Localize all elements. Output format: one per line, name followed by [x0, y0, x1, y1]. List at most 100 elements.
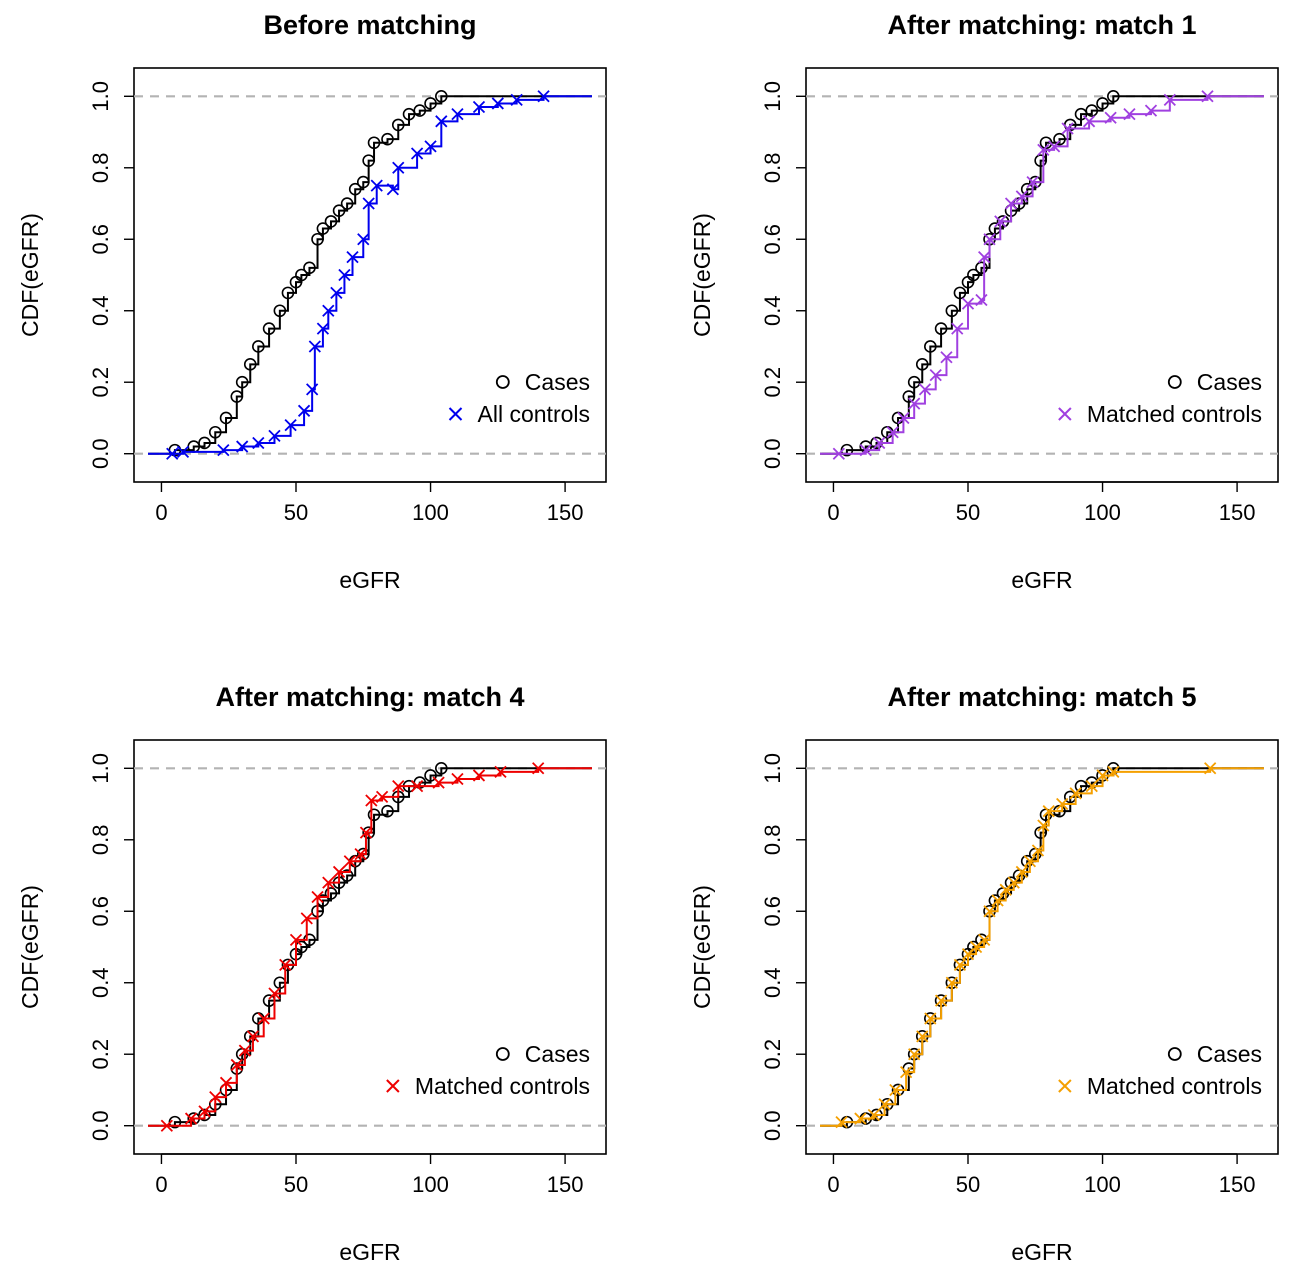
- data-point: [978, 933, 991, 946]
- data-point: [230, 1058, 243, 1072]
- data-point: [854, 1112, 867, 1125]
- data-point: [1096, 97, 1109, 110]
- data-point: [1023, 855, 1037, 868]
- data-point: [1037, 143, 1050, 157]
- y-tick-label: 0.2: [88, 1039, 113, 1070]
- y-tick-label: 0.6: [88, 224, 113, 255]
- legend-label: All controls: [478, 401, 590, 427]
- data-point: [1015, 190, 1028, 203]
- data-point: [362, 154, 375, 167]
- y-tick-label: 0.2: [760, 367, 785, 398]
- series-step-line: [148, 95, 592, 455]
- panel-3: After matching: match 4 0 50 100 150 0.0 0.2 0.…: [17, 682, 607, 1264]
- data-point: [295, 268, 308, 282]
- data-point: [1042, 805, 1055, 818]
- data-point: [886, 426, 899, 439]
- data-point: [184, 1112, 198, 1125]
- data-point: [867, 1108, 880, 1122]
- data-point: [209, 1090, 222, 1104]
- data-point: [243, 358, 257, 371]
- y-tick-label: 0.2: [88, 367, 113, 398]
- panel-title: Before matching: [263, 10, 476, 40]
- data-point: [1085, 104, 1099, 117]
- legend-marker: [386, 1079, 400, 1093]
- data-point: [873, 436, 886, 450]
- data-point: [435, 89, 448, 103]
- data-point: [945, 976, 958, 989]
- x-tick-label: 50: [956, 1172, 980, 1197]
- legend-label: Matched controls: [1087, 401, 1262, 427]
- data-point: [1031, 844, 1045, 857]
- data-point: [472, 100, 486, 114]
- data-point: [281, 286, 295, 300]
- data-point: [1037, 819, 1050, 832]
- panel-title: After matching: match 4: [215, 682, 524, 712]
- data-point: [166, 447, 179, 460]
- y-tick-label: 1.0: [760, 753, 785, 784]
- legend: Cases Matched controls: [1058, 1041, 1262, 1099]
- data-point: [494, 765, 507, 779]
- data-point: [924, 1012, 937, 1025]
- data-point: [303, 261, 316, 275]
- y-tick-label: 0.4: [760, 295, 785, 326]
- x-tick-label: 0: [155, 1172, 167, 1197]
- data-point: [1015, 865, 1028, 879]
- data-point: [268, 429, 281, 442]
- data-point: [432, 776, 445, 789]
- legend-label: Cases: [525, 369, 590, 395]
- data-point: [273, 304, 287, 318]
- data-point: [1074, 107, 1088, 121]
- data-point: [386, 183, 400, 196]
- data-point: [354, 847, 367, 861]
- data-point: [1204, 762, 1217, 775]
- data-point: [1074, 779, 1088, 793]
- data-point: [356, 847, 370, 861]
- x-tick-label: 100: [412, 500, 449, 525]
- y-tick-label: 1.0: [760, 81, 785, 112]
- data-point: [338, 268, 351, 282]
- x-tick-label: 0: [827, 1172, 839, 1197]
- series-step-line: [820, 767, 1264, 1127]
- legend-marker: [1167, 1047, 1182, 1061]
- series-controls: [148, 90, 592, 460]
- data-point: [1069, 787, 1082, 800]
- data-point: [392, 161, 405, 174]
- data-point: [252, 436, 265, 450]
- data-point: [332, 865, 346, 879]
- data-point: [391, 118, 405, 132]
- data-point: [1007, 876, 1020, 889]
- data-point: [1085, 780, 1098, 793]
- legend-label: Matched controls: [1087, 1073, 1262, 1099]
- data-point: [402, 107, 416, 121]
- data-point: [435, 761, 448, 775]
- data-point: [908, 1048, 921, 1061]
- y-tick-label: 0.6: [88, 896, 113, 927]
- data-point: [532, 762, 545, 775]
- x-tick-label: 50: [284, 1172, 308, 1197]
- y-tick-label: 0.0: [760, 438, 785, 469]
- data-point: [899, 1065, 913, 1079]
- data-point: [961, 297, 975, 310]
- data-point: [978, 250, 991, 264]
- x-tick-label: 100: [1084, 500, 1121, 525]
- y-tick-label: 0.0: [88, 438, 113, 469]
- data-point: [367, 808, 381, 822]
- data-point: [1104, 111, 1117, 124]
- x-tick-label: 150: [1219, 1172, 1256, 1197]
- data-point: [1123, 108, 1136, 121]
- y-tick-label: 0.6: [760, 896, 785, 927]
- data-point: [889, 1083, 902, 1097]
- series-step-line: [148, 95, 592, 455]
- data-point: [322, 876, 335, 889]
- panel-title: After matching: match 5: [887, 682, 1196, 712]
- data-point: [435, 115, 448, 128]
- x-tick-label: 150: [1219, 500, 1256, 525]
- y-tick-label: 0.8: [760, 824, 785, 855]
- data-point: [362, 826, 375, 839]
- data-point: [297, 404, 311, 417]
- data-point: [324, 215, 338, 228]
- data-point: [1034, 154, 1047, 167]
- y-tick-label: 0.4: [88, 967, 113, 998]
- data-point: [491, 97, 504, 110]
- y-tick-label: 0.8: [760, 152, 785, 183]
